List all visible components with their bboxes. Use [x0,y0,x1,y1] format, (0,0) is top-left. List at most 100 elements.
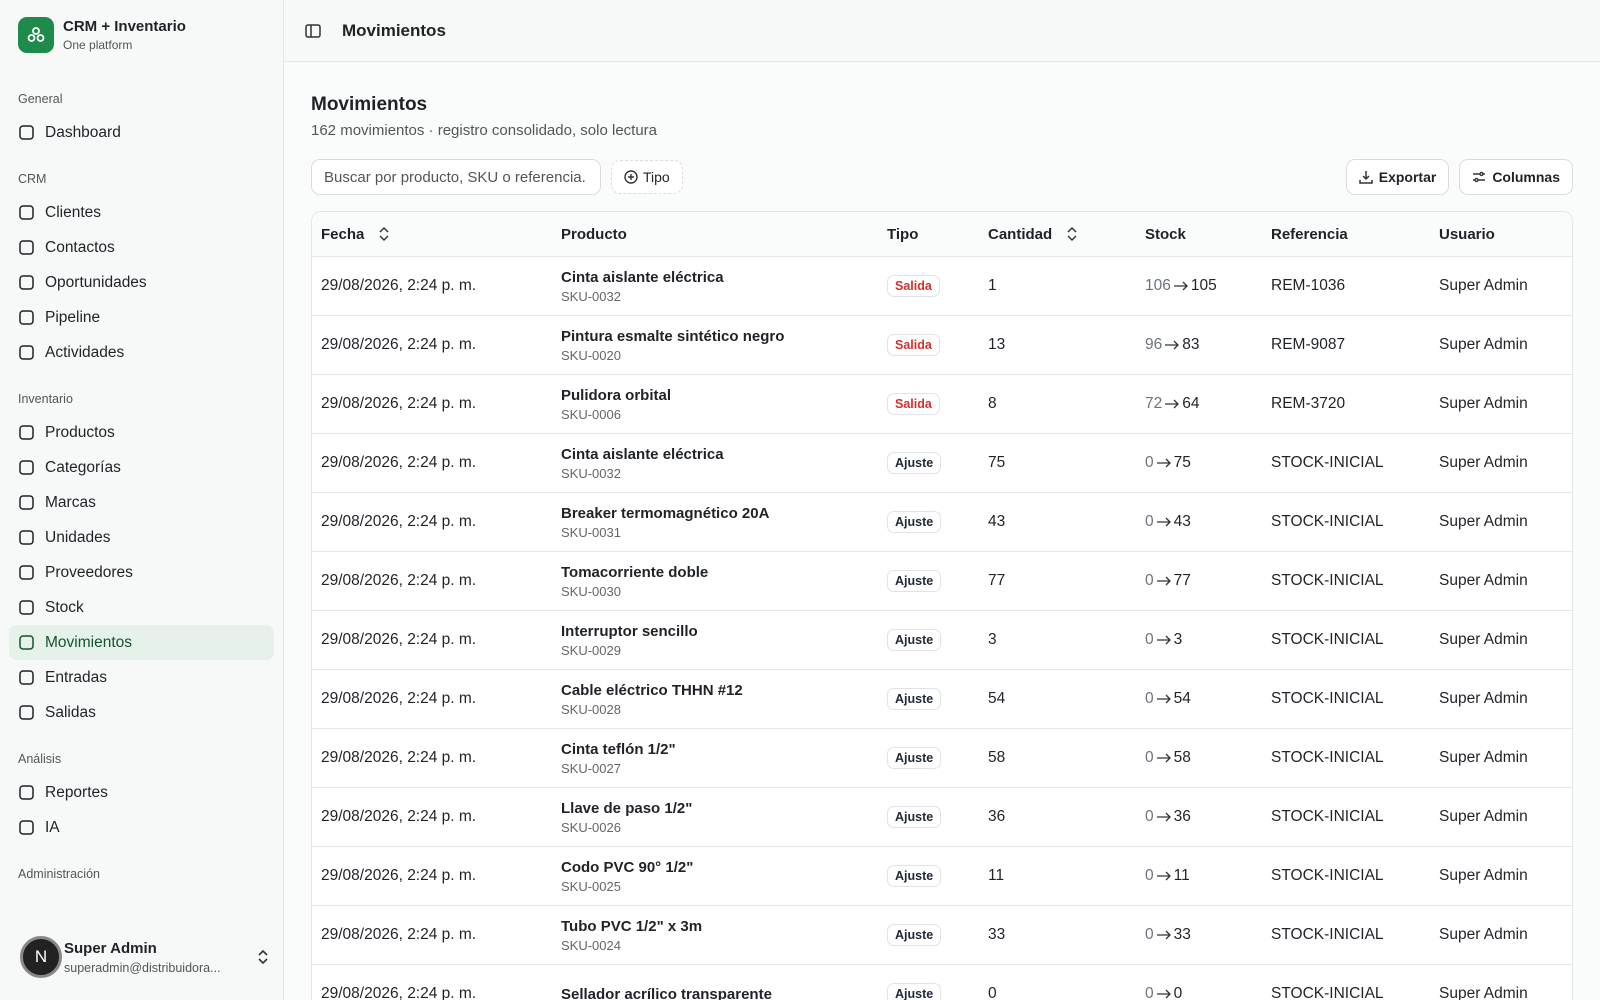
nav-item[interactable]: Unidades [9,520,274,555]
nav-item[interactable]: Entradas [9,660,274,695]
sort-icon[interactable] [378,226,390,242]
button-label: Columnas [1492,169,1560,185]
nav-icon [19,670,34,685]
section-title: CRM [18,172,47,186]
search-input[interactable] [311,159,601,195]
date-cell: 29/08/2026, 2:24 p. m. [321,749,477,766]
quantity-cell: 75 [988,454,1006,471]
table-row: 29/08/2026, 2:24 p. m. Pintura esmalte si… [312,316,1572,375]
product-name: Cinta teflón 1/2" [561,740,676,758]
type-badge: Ajuste [887,983,942,1000]
date-cell: 29/08/2026, 2:24 p. m. [321,808,477,825]
product-sku: SKU-0006 [561,406,621,422]
type-badge: Ajuste [887,688,942,710]
nav-item[interactable]: Categorías [9,450,274,485]
product-cell: Pulidora orbital SKU-0006 [561,387,887,422]
main: Movimientos Movimientos 162 movimientos … [284,0,1600,1000]
nav-label: Pipeline [45,308,101,326]
nav-item[interactable]: Proveedores [9,555,274,590]
column-label: Stock [1145,225,1186,243]
nav-item[interactable]: Pipeline [9,300,274,335]
type-badge: Ajuste [887,806,942,828]
stock-to: 75 [1173,454,1191,471]
user-cell: Super Admin [1439,454,1528,471]
user-cell: Super Admin [1439,690,1528,707]
arrow-icon [1156,871,1171,881]
type-cell: Ajuste [887,806,988,828]
nav-item[interactable]: Dashboard [9,115,274,150]
product-sku: SKU-0027 [561,760,621,776]
date-cell: 29/08/2026, 2:24 p. m. [321,277,477,294]
stock-cell: 106 105 [1145,277,1271,295]
nav-icon [19,205,34,220]
product-cell: Tubo PVC 1/2" x 3m SKU-0024 [561,918,887,953]
stock-to: 64 [1182,395,1200,412]
nav-item[interactable]: Contactos [9,230,274,265]
nav-icon [19,125,34,140]
nav-label: IA [45,818,60,836]
reference-cell: STOCK-INICIAL [1271,454,1384,471]
product-sku: SKU-0028 [561,701,621,717]
product-sku: SKU-0031 [561,524,621,540]
nav-item[interactable]: Clientes [9,195,274,230]
nav-icon [19,705,34,720]
nav-item[interactable]: Salidas [9,695,274,730]
sort-icon[interactable] [1066,226,1078,242]
column-header[interactable]: Cantidad [988,226,1145,243]
nav-icon [19,275,34,290]
nav-item[interactable]: IA [9,810,274,845]
user-cell: Super Admin [1439,395,1528,412]
column-header[interactable]: Fecha [321,226,561,243]
nav-label: Oportunidades [45,273,147,291]
stock-cell: 0 11 [1145,867,1271,885]
nav-icon [19,310,34,325]
nav-item[interactable]: Movimientos [9,625,274,660]
section-title: Inventario [18,392,73,406]
stock-to: 54 [1173,690,1191,707]
nav-label: Productos [45,423,115,441]
columns-button[interactable]: Columnas [1459,159,1573,195]
nav-label: Dashboard [45,123,121,141]
filter-button[interactable]: Tipo [611,160,683,194]
nav-item[interactable]: Marcas [9,485,274,520]
product-name: Tomacorriente doble [561,563,709,581]
reference-cell: STOCK-INICIAL [1271,867,1384,884]
user-cell: Super Admin [1439,631,1528,648]
product-sku: SKU-0026 [561,819,621,835]
column-header: Usuario [1439,226,1572,243]
section-title: General [18,92,63,106]
nav-label: Proveedores [45,563,133,581]
topbar: Movimientos [284,0,1600,62]
nav-item[interactable]: Stock [9,590,274,625]
stock-from: 96 [1145,336,1163,353]
reference-cell: STOCK-INICIAL [1271,808,1384,825]
reference-cell: REM-1036 [1271,277,1346,294]
reference-cell: REM-9087 [1271,336,1346,353]
product-cell: Tomacorriente doble SKU-0030 [561,564,887,599]
arrow-icon [1156,930,1171,940]
reference-cell: STOCK-INICIAL [1271,572,1384,589]
quantity-cell: 43 [988,513,1006,530]
stock-cell: 72 64 [1145,395,1271,413]
nav-item[interactable]: Productos [9,415,274,450]
export-button[interactable]: Exportar [1345,159,1450,195]
brand[interactable]: CRM + Inventario One platform [0,0,283,70]
quantity-cell: 36 [988,808,1006,825]
arrow-icon [1156,458,1171,468]
table-header: Fecha Producto Tipo Cantidad Stock Referencia… [312,212,1572,257]
nav-item[interactable]: Oportunidades [9,265,274,300]
type-badge: Salida [887,393,940,415]
user-menu[interactable]: N Super Admin superadmin@distribuidora..… [20,936,270,978]
product-sku: SKU-0032 [561,465,621,481]
stock-from: 0 [1145,926,1154,943]
nav-item[interactable]: Reportes [9,775,274,810]
nav-label: Reportes [45,783,108,801]
user-cell: Super Admin [1439,985,1528,1000]
quantity-cell: 54 [988,690,1006,707]
nav-label: Clientes [45,203,101,221]
product-cell: Cinta aislante eléctrica SKU-0032 [561,446,887,481]
nav-item[interactable]: Actividades [9,335,274,370]
sidebar-toggle[interactable] [304,22,322,40]
reference-cell: STOCK-INICIAL [1271,631,1384,648]
